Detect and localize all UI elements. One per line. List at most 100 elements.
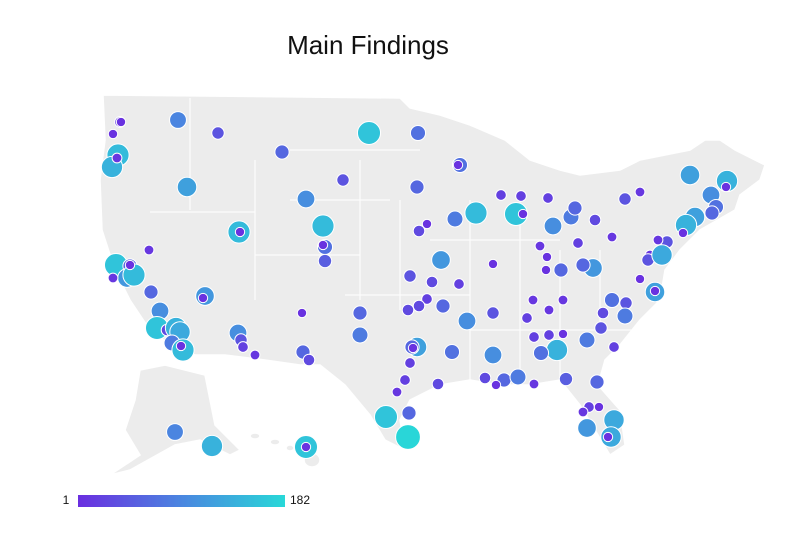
marker[interactable] (391, 386, 403, 398)
marker[interactable] (553, 262, 569, 278)
marker[interactable] (351, 326, 369, 344)
marker[interactable] (234, 226, 246, 238)
marker[interactable] (336, 173, 350, 187)
marker[interactable] (453, 278, 465, 290)
marker[interactable] (577, 418, 597, 438)
marker[interactable] (593, 401, 605, 413)
marker[interactable] (409, 179, 425, 195)
marker[interactable] (557, 294, 569, 306)
marker[interactable] (200, 434, 224, 458)
marker[interactable] (528, 331, 540, 343)
marker[interactable] (421, 218, 433, 230)
marker[interactable] (478, 371, 492, 385)
marker[interactable] (608, 341, 620, 353)
marker[interactable] (527, 294, 539, 306)
marker[interactable] (588, 213, 602, 227)
marker[interactable] (543, 329, 555, 341)
marker[interactable] (679, 164, 701, 186)
marker[interactable] (557, 328, 569, 340)
marker[interactable] (425, 275, 439, 289)
marker[interactable] (534, 240, 546, 252)
marker[interactable] (237, 341, 249, 353)
marker[interactable] (302, 353, 316, 367)
marker[interactable] (720, 181, 732, 193)
marker[interactable] (532, 344, 550, 362)
marker[interactable] (495, 189, 507, 201)
marker[interactable] (143, 284, 159, 300)
marker[interactable] (634, 273, 646, 285)
marker[interactable] (176, 176, 198, 198)
marker[interactable] (487, 258, 499, 270)
marker[interactable] (540, 264, 552, 276)
marker[interactable] (111, 152, 123, 164)
marker[interactable] (618, 192, 632, 206)
marker[interactable] (197, 292, 209, 304)
marker[interactable] (528, 378, 540, 390)
marker[interactable] (435, 298, 451, 314)
marker[interactable] (634, 186, 646, 198)
marker[interactable] (249, 349, 261, 361)
marker[interactable] (175, 340, 187, 352)
marker[interactable] (577, 406, 589, 418)
marker[interactable] (300, 441, 312, 453)
marker[interactable] (545, 338, 569, 362)
marker[interactable] (603, 291, 621, 309)
marker[interactable] (541, 251, 553, 263)
marker[interactable] (543, 304, 555, 316)
marker[interactable] (464, 201, 488, 225)
marker[interactable] (596, 306, 610, 320)
marker[interactable] (296, 307, 308, 319)
marker[interactable] (651, 244, 673, 266)
marker[interactable] (515, 190, 527, 202)
marker[interactable] (542, 192, 554, 204)
marker[interactable] (443, 343, 461, 361)
marker[interactable] (401, 303, 415, 317)
marker[interactable] (412, 224, 426, 238)
marker[interactable] (115, 116, 127, 128)
marker[interactable] (107, 128, 119, 140)
marker[interactable] (421, 293, 433, 305)
marker[interactable] (412, 299, 426, 313)
marker[interactable] (594, 321, 608, 335)
marker[interactable] (404, 357, 416, 369)
marker[interactable] (107, 272, 119, 284)
marker[interactable] (509, 368, 527, 386)
marker[interactable] (572, 237, 584, 249)
marker[interactable] (395, 424, 421, 450)
marker[interactable] (543, 216, 563, 236)
marker[interactable] (296, 189, 316, 209)
marker[interactable] (606, 231, 618, 243)
marker[interactable] (490, 379, 502, 391)
marker[interactable] (452, 159, 464, 171)
marker[interactable] (399, 374, 411, 386)
marker[interactable] (649, 285, 661, 297)
marker[interactable] (143, 244, 155, 256)
marker[interactable] (166, 423, 184, 441)
marker[interactable] (517, 208, 529, 220)
marker[interactable] (317, 253, 333, 269)
marker[interactable] (578, 331, 596, 349)
marker[interactable] (616, 307, 634, 325)
marker[interactable] (704, 205, 720, 221)
marker[interactable] (652, 234, 664, 246)
marker[interactable] (521, 312, 533, 324)
marker[interactable] (403, 269, 417, 283)
marker[interactable] (211, 126, 225, 140)
marker[interactable] (274, 144, 290, 160)
marker[interactable] (602, 431, 614, 443)
marker[interactable] (431, 250, 451, 270)
marker[interactable] (619, 296, 633, 310)
marker[interactable] (457, 311, 477, 331)
marker[interactable] (589, 374, 605, 390)
marker[interactable] (124, 259, 136, 271)
marker[interactable] (352, 305, 368, 321)
marker[interactable] (169, 111, 187, 129)
marker[interactable] (409, 124, 427, 142)
marker[interactable] (483, 345, 503, 365)
marker[interactable] (567, 200, 583, 216)
marker[interactable] (575, 257, 591, 273)
marker[interactable] (446, 210, 464, 228)
marker[interactable] (486, 306, 500, 320)
marker[interactable] (311, 214, 335, 238)
marker[interactable] (401, 405, 417, 421)
